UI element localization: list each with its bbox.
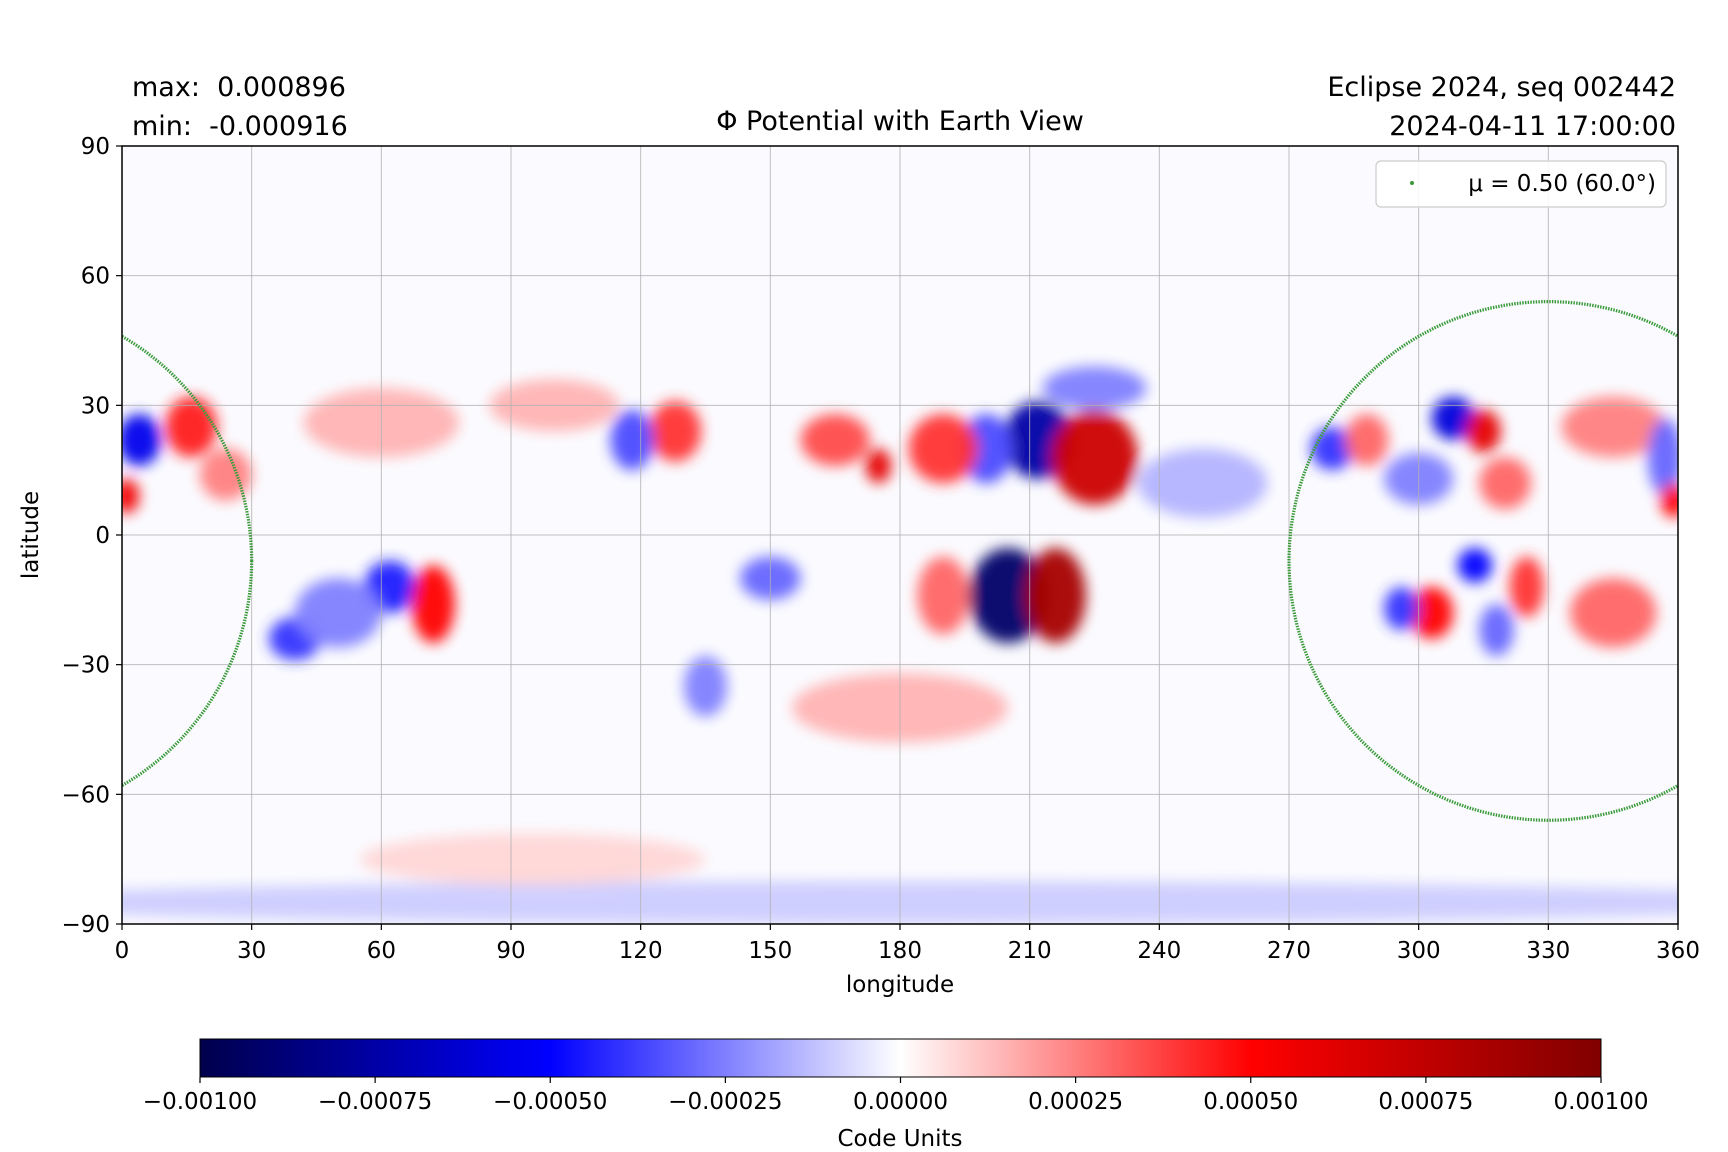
heatmap-feature — [610, 409, 654, 471]
x-tick-label: 270 — [1267, 938, 1311, 964]
x-tick-label: 120 — [619, 938, 663, 964]
colorbar-tick-label: −0.00075 — [318, 1089, 432, 1115]
x-tick-label: 210 — [1008, 938, 1052, 964]
grid — [122, 146, 1678, 924]
heatmap-feature — [1410, 586, 1454, 639]
x-tick-label: 150 — [748, 938, 792, 964]
heatmap-feature — [1660, 483, 1678, 518]
heatmap-feature — [683, 656, 728, 717]
min-value-label: min: -0.000916 — [132, 111, 348, 142]
x-tick-label: 90 — [496, 938, 525, 964]
x-tick-label: 180 — [878, 938, 922, 964]
heatmap-feature — [1051, 409, 1138, 505]
y-tick-label: 30 — [81, 393, 110, 419]
colorbar-tick-label: −0.00050 — [493, 1089, 607, 1115]
heatmap-feature — [1569, 578, 1657, 648]
y-axis-label: latitude — [18, 491, 44, 579]
colorbar — [199, 1038, 1602, 1078]
y-tick-label: −90 — [61, 912, 110, 938]
heatmap-feature — [294, 578, 382, 648]
heatmap-feature — [1479, 604, 1514, 657]
heatmap-feature — [1025, 547, 1086, 644]
legend: μ = 0.50 (60.0°) — [1375, 160, 1667, 208]
colorbar-tick-label: 0.00000 — [853, 1089, 948, 1115]
colorbar-tick-label: 0.00075 — [1378, 1089, 1473, 1115]
x-tick-label: 330 — [1526, 938, 1570, 964]
y-tick-label: 60 — [81, 264, 110, 290]
chart-title: Φ Potential with Earth View — [716, 106, 1084, 137]
heatmap-feature — [122, 880, 1678, 924]
run-label: Eclipse 2024, seq 002442 — [1327, 72, 1676, 103]
heatmap-feature — [800, 413, 870, 466]
x-axis-label: longitude — [846, 972, 954, 998]
x-tick-label: 240 — [1137, 938, 1181, 964]
timestamp-label: 2024-04-11 17:00:00 — [1389, 111, 1676, 142]
colorbar-ticks: −0.00100 −0.00075 −0.00050 −0.00025 0.00000 0… — [143, 1077, 1649, 1115]
heatmap-feature — [359, 833, 706, 886]
legend-marker — [1410, 181, 1414, 185]
colorbar-tick-label: −0.00025 — [668, 1089, 782, 1115]
heatmap-feature — [649, 401, 702, 462]
heatmap-feature — [165, 396, 218, 458]
y-tick-label: −60 — [61, 782, 110, 808]
x-axis-ticks: 0 30 60 90 120 150 180 210 240 270 300 330 360 — [115, 924, 1700, 964]
max-value-label: max: 0.000896 — [132, 72, 346, 103]
heatmap-feature — [969, 547, 1047, 644]
heatmap-feature — [1466, 409, 1501, 453]
legend-label: μ = 0.50 (60.0°) — [1468, 171, 1656, 197]
heatmap-feature — [1457, 547, 1493, 583]
x-tick-label: 0 — [115, 938, 130, 964]
heatmap-feature — [1647, 418, 1678, 497]
legend-box — [1375, 160, 1667, 208]
heatmap-feature — [917, 556, 970, 635]
heatmap-feature — [1509, 556, 1545, 618]
heatmap-feature — [199, 448, 252, 501]
y-tick-label: 90 — [81, 134, 110, 160]
heatmap-feature — [1137, 448, 1268, 518]
heatmap-feature — [960, 413, 1013, 484]
heatmap-feature — [122, 478, 140, 514]
heatmap-feature — [1479, 457, 1532, 510]
x-tick-label: 300 — [1397, 938, 1441, 964]
y-tick-label: −30 — [61, 653, 110, 679]
heatmap-feature — [1561, 396, 1666, 458]
colorbar-tick-label: 0.00025 — [1028, 1089, 1123, 1115]
heatmap-feature — [122, 413, 161, 466]
heatmap-feature — [1384, 586, 1419, 631]
heatmap-feature — [865, 448, 892, 484]
heatmap-feature — [908, 413, 978, 484]
x-tick-label: 60 — [367, 938, 396, 964]
x-tick-label: 360 — [1656, 938, 1700, 964]
heatmap-feature — [1310, 426, 1354, 471]
x-tick-label: 30 — [237, 938, 266, 964]
heatmap-feature — [1042, 366, 1147, 410]
y-axis-ticks: −90 −60 −30 0 30 60 90 — [61, 134, 122, 938]
colorbar-tick-label: 0.00050 — [1203, 1089, 1298, 1115]
heatmap-feature — [411, 565, 455, 644]
colorbar-tick-label: −0.00100 — [143, 1089, 257, 1115]
y-tick-label: 0 — [95, 523, 110, 549]
heatmap-feature — [1431, 396, 1475, 440]
colorbar-tick-label: 0.00100 — [1553, 1089, 1648, 1115]
heatmap-feature — [1345, 413, 1389, 466]
colorbar-label: Code Units — [838, 1126, 963, 1152]
